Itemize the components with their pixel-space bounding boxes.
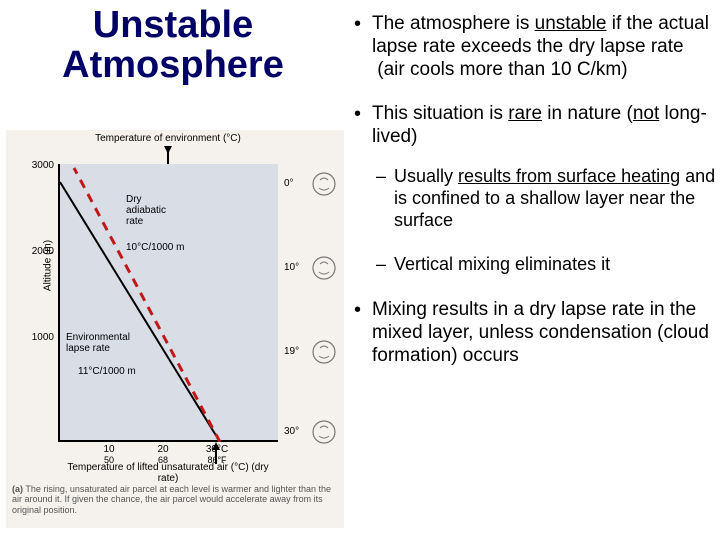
slide-title: Unstable Atmosphere <box>8 6 338 86</box>
ytick: 3000 <box>30 160 54 171</box>
sub-bullet-2: Vertical mixing eliminates it <box>372 254 718 276</box>
arrow-stem <box>167 152 169 164</box>
parcel-icon <box>310 254 338 282</box>
bullet-list: The atmosphere is unstable if the actual… <box>354 12 718 387</box>
parcel-column: 0° 10° 19° 30° <box>284 164 340 442</box>
parcel-row: 19° <box>284 332 340 374</box>
y-axis-label: Altitude (m) <box>43 216 54 316</box>
slide: Unstable Atmosphere The atmosphere is un… <box>0 0 720 540</box>
annot-dry: Dry adiabatic rate <box>126 194 166 227</box>
text: This situation is <box>372 103 508 124</box>
diagram: Temperature of environment (°C) Altitude… <box>6 130 344 528</box>
text: Usually <box>394 166 458 186</box>
text-underline: rare <box>508 103 542 124</box>
annot-env-rate: 11°C/1000 m <box>78 366 136 377</box>
text: adiabatic <box>126 205 166 216</box>
text: The atmosphere is <box>372 13 535 34</box>
figure-caption: (a) The rising, unsaturated air parcel a… <box>12 484 338 515</box>
ytick: 2000 <box>30 246 54 257</box>
parcel-icon <box>310 418 338 446</box>
ytick: 1000 <box>30 332 54 343</box>
annot-env: Environmental lapse rate <box>66 332 130 354</box>
bullet-2: This situation is rare in nature (not lo… <box>354 102 718 276</box>
parcel-icon <box>310 170 338 198</box>
text: (air cools more than 10 C/km) <box>377 59 627 80</box>
bullet-1: The atmosphere is unstable if the actual… <box>354 12 718 82</box>
text-underline: results from surface heating <box>458 166 680 186</box>
parcel-icon <box>310 338 338 366</box>
sub-bullet-1: Usually results from surface heating and… <box>372 166 718 232</box>
text: in nature ( <box>542 103 633 124</box>
plot-area <box>58 164 278 442</box>
annot-dry-rate: 10°C/1000 m <box>126 242 184 253</box>
x-axis-label-bottom: Temperature of lifted unsaturated air (°… <box>58 462 278 484</box>
text: lapse rate <box>66 343 110 354</box>
x-axis-label-top: Temperature of environment (°C) <box>58 133 278 144</box>
caption-text: The rising, unsaturated air parcel at ea… <box>12 484 331 515</box>
caption-letter: (a) <box>12 484 23 494</box>
text: Environmental <box>66 332 130 343</box>
arrow-stem <box>215 448 217 464</box>
parcel-row: 30° <box>284 412 340 454</box>
arrow-up-icon <box>212 442 220 450</box>
plot-svg <box>60 164 280 442</box>
text: Dry <box>126 194 142 205</box>
xtick-c: 10 <box>103 444 114 455</box>
parcel-row: 10° <box>284 248 340 290</box>
xtick-c: 20 <box>157 444 168 455</box>
text-underline: unstable <box>535 13 607 34</box>
parcel-row: 0° <box>284 164 340 206</box>
text: rate <box>126 216 143 227</box>
bullet-3: Mixing results in a dry lapse rate in th… <box>354 298 718 368</box>
text-underline: not <box>633 103 659 124</box>
